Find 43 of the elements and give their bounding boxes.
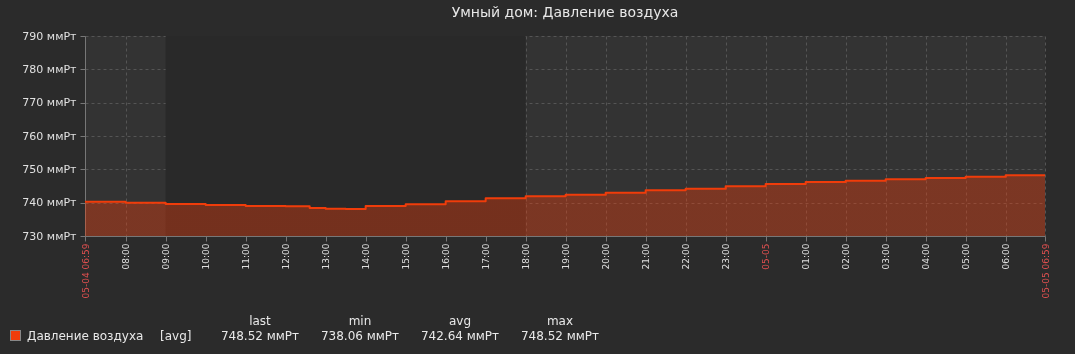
- text: 748.52 ммРт: [519, 329, 601, 343]
- x-tick-label: 19:00: [561, 243, 572, 270]
- x-tick-label: 22:00: [681, 243, 692, 270]
- x-tick-label: 16:00: [441, 243, 452, 270]
- x-tick-label: 04:00: [921, 243, 932, 270]
- x-tick-label: 05-04 06:59: [80, 243, 91, 299]
- y-tick-label: 780 ммРт: [22, 62, 78, 76]
- y-tick-label: 790 ммРт: [22, 29, 78, 43]
- x-tick-label: 08:00: [121, 243, 132, 270]
- text: avg: [447, 314, 473, 328]
- y-tick-label: 770 ммРт: [22, 96, 78, 110]
- x-tick-label: 05-05: [761, 243, 772, 270]
- y-tick-label: 760 ммРт: [22, 129, 78, 143]
- text: [avg]: [160, 329, 193, 343]
- x-tick-label: 14:00: [361, 243, 372, 270]
- y-tick-label: 730 ммРт: [22, 229, 78, 243]
- x-tick-label: 06:00: [1001, 243, 1012, 270]
- x-tick-label: 23:00: [721, 243, 732, 270]
- x-tick-label: 10:00: [201, 243, 212, 270]
- chart-title: Умный дом: Давление воздуха: [451, 4, 679, 20]
- x-tick-label: 02:00: [841, 243, 852, 270]
- text: 748.52 ммРт: [219, 329, 301, 343]
- text: last: [248, 314, 272, 328]
- x-tick-label: 21:00: [641, 243, 652, 270]
- x-tick-label: 05-05 06:59: [1040, 243, 1051, 299]
- text: max: [545, 314, 575, 328]
- x-tick-label: 11:00: [241, 243, 252, 270]
- y-tick-label: 740 ммРт: [22, 196, 78, 210]
- text: 742.64 ммРт: [419, 329, 501, 343]
- text: 738.06 ммРт: [319, 329, 401, 343]
- x-tick-label: 01:00: [801, 243, 812, 270]
- x-tick-label: 15:00: [401, 243, 412, 270]
- x-tick-label: 13:00: [321, 243, 332, 270]
- x-tick-label: 18:00: [521, 243, 532, 270]
- text: min: [347, 314, 373, 328]
- x-tick-label: 09:00: [161, 243, 172, 270]
- x-tick-label: 20:00: [601, 243, 612, 270]
- x-tick-label: 05:00: [961, 243, 972, 270]
- legend-label: Давление воздуха: [26, 329, 145, 343]
- y-tick-label: 750 ммРт: [22, 162, 78, 176]
- x-tick-label: 17:00: [481, 243, 492, 270]
- x-tick-label: 03:00: [881, 243, 892, 270]
- x-tick-label: 12:00: [281, 243, 292, 270]
